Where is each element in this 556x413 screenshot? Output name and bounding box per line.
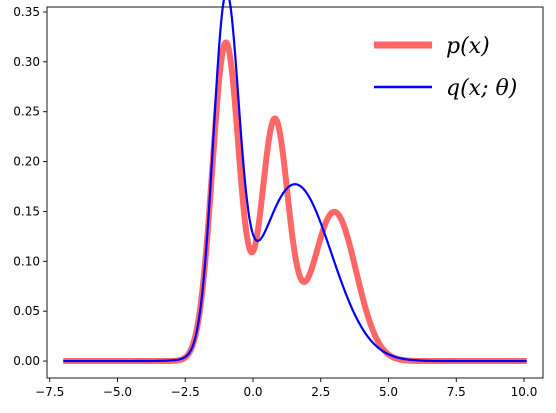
- x-tick-label: −5.0: [103, 385, 132, 399]
- y-tick-label: 0.15: [13, 204, 40, 218]
- y-tick-label: 0.30: [13, 55, 40, 69]
- series-line-q: [63, 0, 527, 363]
- x-tick-label: −2.5: [171, 385, 200, 399]
- plot-frame: [46, 6, 544, 379]
- x-tick-label: 0.0: [243, 385, 262, 399]
- y-tick-label: 0.35: [13, 5, 40, 19]
- x-tick-label: 5.0: [379, 385, 398, 399]
- y-tick-label: 0.10: [13, 254, 40, 268]
- y-axis-ticks: 0.00 0.05 0.10 0.15 0.20 0.25 0.30 0.35: [13, 5, 47, 368]
- x-tick-label: 10.0: [511, 385, 538, 399]
- y-tick-label: 0.05: [13, 304, 40, 318]
- y-tick-label: 0.20: [13, 155, 40, 169]
- y-tick-label: 0.00: [13, 354, 40, 368]
- x-tick-label: −7.5: [35, 385, 64, 399]
- y-tick-label: 0.25: [13, 105, 40, 119]
- x-tick-label: 2.5: [311, 385, 330, 399]
- plot-area: [47, 7, 543, 378]
- legend-label-p: p(x): [446, 34, 490, 59]
- legend: p(x) q(x; θ): [374, 34, 517, 101]
- x-axis-ticks: −7.5 −5.0 −2.5 0.0 2.5 5.0 7.5 10.0: [35, 378, 537, 399]
- series-lines: [61, 0, 529, 365]
- x-tick-label: 7.5: [447, 385, 466, 399]
- legend-label-q: q(x; θ): [446, 76, 517, 101]
